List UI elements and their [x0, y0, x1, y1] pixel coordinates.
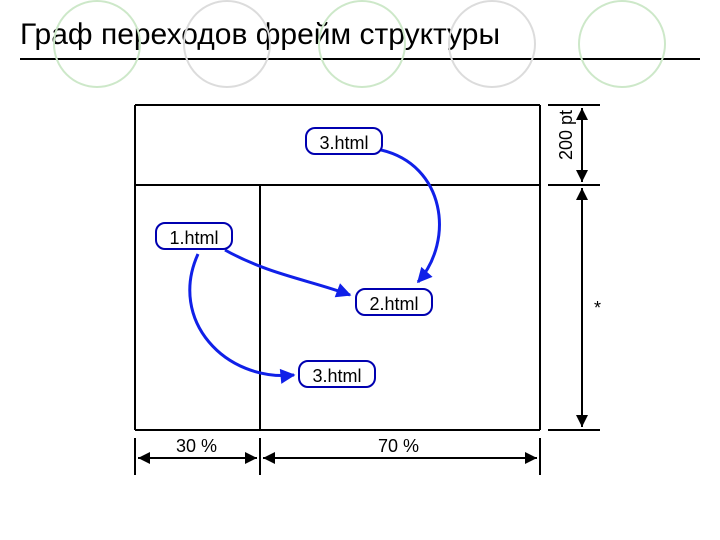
dim-label-right: 200 pt	[556, 110, 577, 160]
diagram-svg	[0, 0, 720, 540]
node-n_top_3: 3.html	[305, 127, 383, 155]
dim-label-right: *	[594, 298, 601, 319]
node-n_left_1: 1.html	[155, 222, 233, 250]
node-n_mid_2: 2.html	[355, 288, 433, 316]
node-n_bot_3: 3.html	[298, 360, 376, 388]
dim-label-bottom: 70 %	[378, 436, 419, 457]
dim-label-bottom: 30 %	[176, 436, 217, 457]
